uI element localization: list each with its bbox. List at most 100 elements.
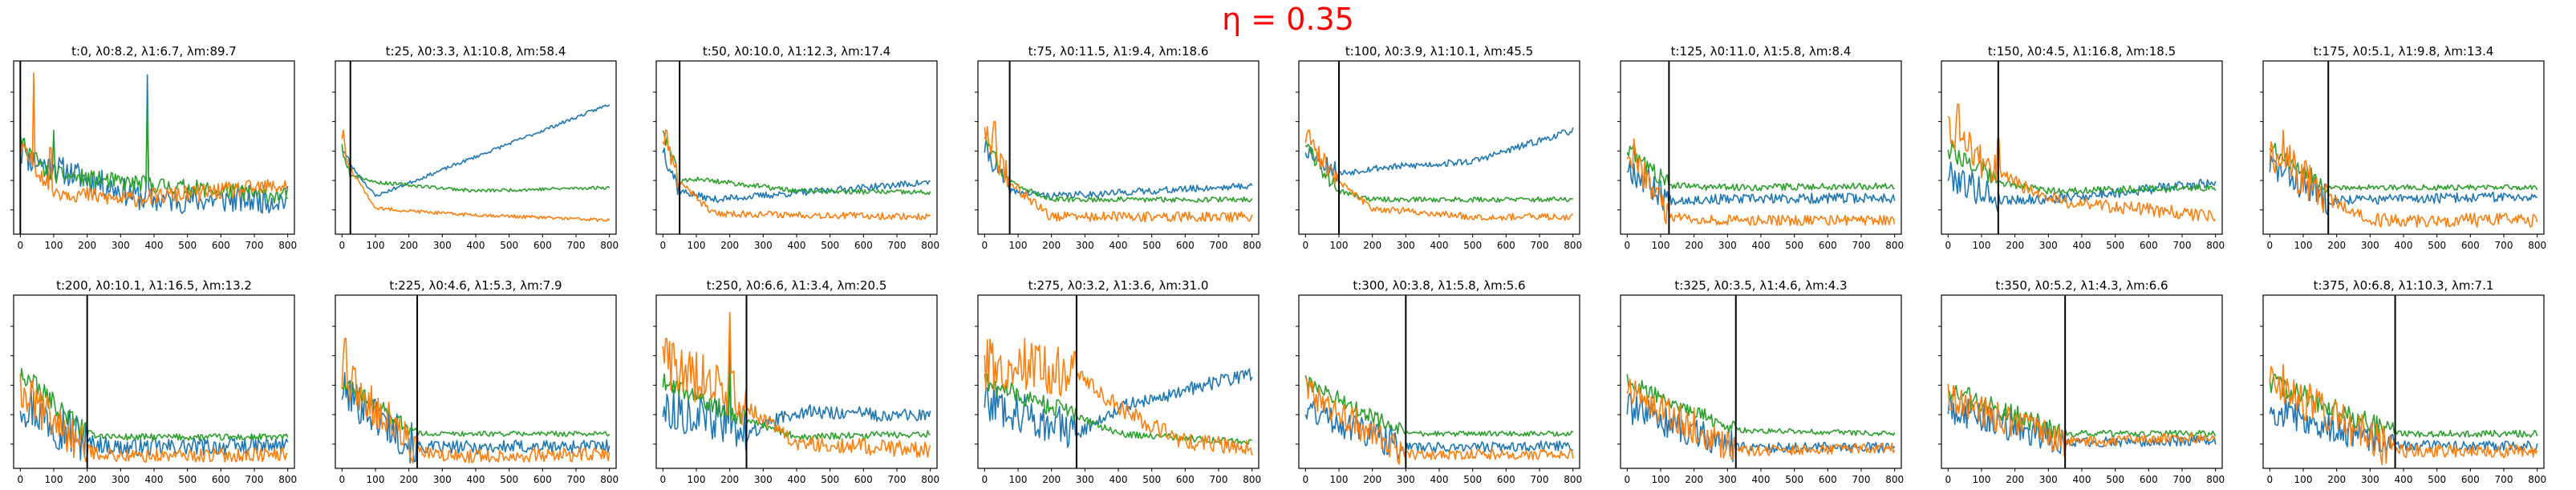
- x-tick-label: 200: [1363, 240, 1381, 251]
- plot-area: [1304, 127, 1574, 221]
- x-tick-label: 0: [339, 474, 346, 485]
- subplot-panel-6: t:150, λ0:4.5, λ1:16.8, λm:18.5 0 100 200 30…: [1938, 44, 2225, 251]
- x-tick-label: 200: [2006, 240, 2024, 251]
- x-tick-label: 300: [1397, 474, 1415, 485]
- axes-frame: [1298, 60, 1580, 235]
- series-line-blue: [662, 363, 931, 451]
- series-line-green: [662, 338, 931, 440]
- x-tick-label: 800: [600, 474, 619, 485]
- x-tick-label: 800: [921, 474, 939, 485]
- x-tick-label: 600: [1176, 240, 1195, 251]
- series-line-green: [1626, 143, 1895, 192]
- x-tick-label: 500: [2428, 240, 2446, 251]
- x-tick-label: 300: [112, 240, 130, 251]
- series-line-orange: [341, 338, 611, 464]
- x-tick-label: 200: [400, 474, 418, 485]
- x-tick-label: 300: [1718, 240, 1737, 251]
- panel-title: t:100, λ0:3.9, λ1:10.1, λm:45.5: [1345, 44, 1533, 59]
- x-tick-label: 0: [982, 240, 988, 251]
- panel-title: t:125, λ0:11.0, λ1:5.8, λm:8.4: [1671, 44, 1852, 59]
- x-tick-label: 200: [1363, 474, 1381, 485]
- x-tick-label: 100: [1652, 240, 1670, 251]
- x-tick-label: 200: [1685, 474, 1703, 485]
- x-tick-label: 300: [754, 474, 773, 485]
- subplot-panel-0: t:0, λ0:8.2, λ1:6.7, λm:89.7 0 100 200 300 40…: [10, 44, 297, 251]
- x-tick-label: 0: [982, 474, 988, 485]
- x-tick-label: 100: [688, 474, 706, 485]
- panel-title: t:50, λ0:10.0, λ1:12.3, λm:17.4: [703, 44, 890, 59]
- axes-frame: [2262, 294, 2545, 469]
- x-tick-label: 600: [854, 474, 873, 485]
- x-tick-label: 500: [2428, 474, 2446, 485]
- panel-title: t:300, λ0:3.8, λ1:5.8, λm:5.6: [1353, 278, 1525, 293]
- axes-frame: [1941, 60, 2223, 235]
- series-line-blue: [341, 103, 611, 197]
- x-tick-label: 100: [45, 240, 63, 251]
- x-tick-label: 500: [1785, 240, 1803, 251]
- x-tick-label: 600: [1176, 474, 1195, 485]
- series-line-blue: [984, 139, 1253, 200]
- x-tick-label: 0: [2267, 474, 2274, 485]
- x-tick-label: 400: [1752, 240, 1771, 251]
- panel-title: t:350, λ0:5.2, λ1:4.3, λm:6.6: [1995, 278, 2168, 293]
- plot-area: [2269, 129, 2538, 228]
- axes-frame: [335, 294, 617, 469]
- series-line-green: [19, 367, 289, 442]
- series-line-orange: [1947, 383, 2217, 458]
- x-tick-label: 700: [1531, 474, 1549, 485]
- series-line-orange: [341, 129, 611, 222]
- panel-title: t:150, λ0:4.5, λ1:16.8, λm:18.5: [1988, 44, 2176, 59]
- panel-title: t:25, λ0:3.3, λ1:10.8, λm:58.4: [386, 44, 566, 59]
- x-tick-label: 300: [433, 240, 452, 251]
- subplot-panel-11: t:275, λ0:3.2, λ1:3.6, λm:31.0 0 100 200 300…: [975, 278, 1261, 485]
- series-line-orange: [1304, 377, 1574, 465]
- series-line-orange: [19, 373, 289, 463]
- series-line-orange: [1626, 138, 1896, 226]
- x-tick-label: 700: [2495, 474, 2513, 485]
- x-tick-label: 700: [567, 240, 586, 251]
- x-tick-label: 0: [1303, 474, 1309, 485]
- x-tick-label: 400: [1110, 474, 1128, 485]
- series-line-orange: [984, 120, 1253, 223]
- x-tick-label: 500: [178, 240, 197, 251]
- x-tick-label: 200: [720, 240, 739, 251]
- series-line-green: [19, 103, 288, 204]
- x-tick-label: 100: [688, 240, 706, 251]
- plot-area: [2269, 363, 2538, 466]
- axes-frame: [977, 294, 1260, 469]
- panel-title: t:375, λ0:6.8, λ1:10.3, λm:7.1: [2314, 278, 2494, 293]
- x-tick-label: 300: [754, 240, 773, 251]
- series-line-green: [2269, 143, 2538, 193]
- x-tick-label: 800: [1885, 474, 1904, 485]
- plot-area: [1626, 138, 1896, 226]
- x-tick-label: 100: [2294, 474, 2313, 485]
- x-tick-label: 400: [467, 240, 485, 251]
- x-tick-label: 500: [1142, 474, 1161, 485]
- x-tick-label: 0: [2267, 240, 2274, 251]
- x-tick-label: 200: [1685, 240, 1703, 251]
- axes-frame: [977, 60, 1260, 235]
- axes-frame: [1298, 294, 1580, 469]
- x-tick-label: 600: [1497, 474, 1515, 485]
- plot-area: [341, 103, 611, 222]
- x-tick-label: 400: [1110, 240, 1128, 251]
- axes-frame: [1620, 60, 1902, 235]
- subplot-panel-1: t:25, λ0:3.3, λ1:10.8, λm:58.4 0 100 200 300…: [332, 44, 619, 251]
- x-tick-label: 800: [1885, 240, 1904, 251]
- x-tick-label: 800: [1564, 240, 1582, 251]
- x-tick-label: 0: [18, 474, 24, 485]
- axes-frame: [13, 60, 295, 235]
- x-tick-label: 300: [1076, 240, 1094, 251]
- series-line-orange: [662, 129, 931, 221]
- axes-frame: [13, 294, 295, 469]
- series-line-green: [984, 136, 1253, 203]
- x-tick-label: 600: [2140, 474, 2158, 485]
- x-tick-label: 500: [2106, 474, 2124, 485]
- series-line-orange: [1304, 129, 1574, 221]
- x-tick-label: 400: [2073, 240, 2091, 251]
- x-tick-label: 500: [1463, 474, 1482, 485]
- plot-area: [1947, 103, 2217, 222]
- x-tick-label: 500: [821, 474, 839, 485]
- x-tick-label: 100: [1330, 474, 1349, 485]
